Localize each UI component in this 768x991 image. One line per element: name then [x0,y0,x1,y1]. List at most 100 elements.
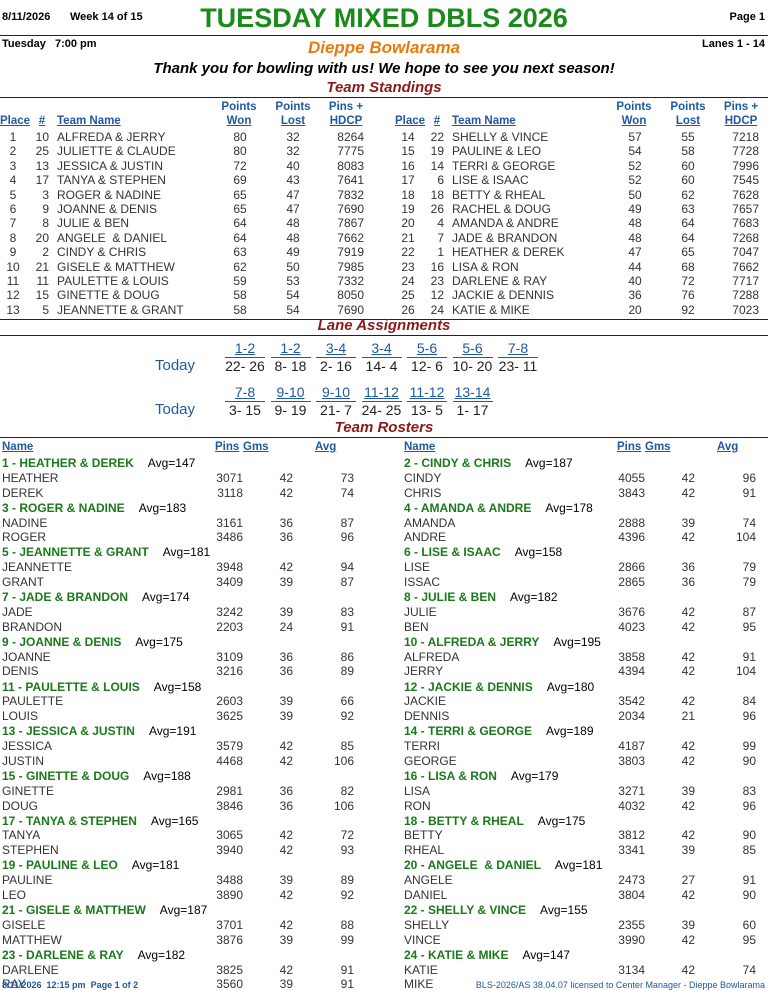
average: 79 [742,575,756,589]
col-header: Team Name [57,115,121,127]
pins: 4055 [618,470,645,485]
points-won: 49 [628,202,642,216]
points-lost: 48 [286,216,300,231]
team-title: 1 - HEATHER & DEREK [2,456,134,470]
team-number: 24 [430,302,444,317]
points-lost: 49 [286,245,300,260]
team-number: 14 [430,158,444,173]
average: 85 [742,843,756,858]
lane-pair: 3-4 [371,340,392,356]
pins: 3804 [618,887,645,902]
team-title: 14 - TERRI & GEORGE [404,724,533,739]
lane-pair: 13-14 [454,384,491,400]
average: 79 [742,560,756,575]
games: 39 [681,917,695,932]
team-number: 3 [42,187,49,202]
bowler-name: GINETTE [2,783,55,798]
pins-hdcp: 7047 [732,245,759,260]
underline [316,357,356,358]
pins-hdcp: 7641 [337,173,364,188]
games: 39 [279,709,293,724]
pins: 3940 [216,843,243,858]
team-name: TANYA & STEPHEN [57,173,166,188]
team-title: 8 - JULIE & BEN [404,590,497,605]
bowler-name: DANIEL [404,887,448,902]
matchup: 2- 16 [320,358,352,374]
pins: 3271 [618,783,645,798]
col-header: Lost [675,115,701,127]
pins: 2981 [216,783,243,798]
average: 96 [340,530,354,545]
average: 91 [340,619,354,634]
bowler-name: JACKIE [404,694,447,709]
bowler-name: JUSTIN [2,753,44,768]
lane-pair: 1-2 [234,340,256,356]
points-won: 58 [233,302,247,317]
average: 96 [742,798,756,813]
points-won: 65 [233,187,247,202]
underline [361,401,402,402]
col-header: Pins + [723,101,759,113]
bowler-name: LEO [2,887,27,902]
team-name: JADE & BRANDON [452,230,558,245]
points-lost: 60 [681,158,695,173]
points-won: 57 [628,130,642,144]
pins: 3065 [216,828,243,843]
team-title: 5 - JEANNETTE & GRANT [2,545,149,560]
team-average: Avg=178 [545,500,593,515]
team-heading: 4 - AMANDA & ANDRE Avg=178 [404,501,593,515]
pins: 3134 [618,962,645,977]
pins-hdcp: 7775 [337,144,364,159]
col-header: # [433,115,441,127]
pins: 3486 [216,530,243,545]
pins: 3890 [216,887,243,902]
team-title: 13 - JESSICA & JUSTIN [2,724,135,739]
points-lost: 32 [286,144,300,159]
place: 10 [6,259,20,274]
bowler-name: STEPHEN [2,843,59,858]
bowler-name: JERRY [404,664,444,679]
place: 23 [401,259,415,274]
average: 89 [340,664,354,679]
team-heading: 8 - JULIE & BEN Avg=182 [404,590,558,604]
team-heading: 9 - JOANNE & DENIS Avg=175 [2,635,183,649]
games: 42 [681,470,695,485]
team-title: 6 - LISE & ISAAC [404,545,501,560]
games: 42 [279,560,293,575]
points-lost: 47 [286,187,300,202]
team-heading: 21 - GISELE & MATTHEW Avg=187 [2,903,207,917]
team-heading: 12 - JACKIE & DENNIS Avg=180 [404,680,594,694]
team-number: 19 [430,144,444,159]
matchup: 8- 18 [274,358,307,374]
points-won: 65 [233,202,247,216]
team-heading: 6 - LISE & ISAAC Avg=158 [404,545,562,559]
bowler-name: KATIE [404,962,438,977]
games: 39 [279,575,293,589]
average: 88 [340,917,354,932]
points-won: 62 [233,259,247,274]
team-title: 12 - JACKIE & DENNIS [404,679,533,694]
team-heading: 16 - LISA & RON Avg=179 [404,769,558,783]
pins: 2865 [618,575,645,589]
underline [407,401,447,402]
team-name: RACHEL & DOUG [452,202,551,216]
team-title: 3 - ROGER & NADINE [2,500,125,515]
pins: 3560 [216,977,243,991]
pins: 3948 [216,560,243,575]
team-title: 11 - PAULETTE & LOUIS [2,679,140,694]
pins-hdcp: 7996 [732,158,759,173]
points-lost: 55 [681,130,695,144]
bowler-name: SHELLY [404,917,450,932]
lanes-range: Lanes 1 - 14 [702,38,765,50]
bowler-name: BETTY [404,828,443,843]
bowler-name: VINCE [404,932,441,947]
col-header: Avg [717,441,739,453]
average: 83 [340,604,354,619]
lane-pair: 7-8 [234,384,256,400]
average: 96 [742,709,756,724]
average: 74 [340,485,354,500]
col-header: Won [621,115,647,127]
games: 39 [279,977,293,991]
points-lost: 47 [286,202,300,216]
